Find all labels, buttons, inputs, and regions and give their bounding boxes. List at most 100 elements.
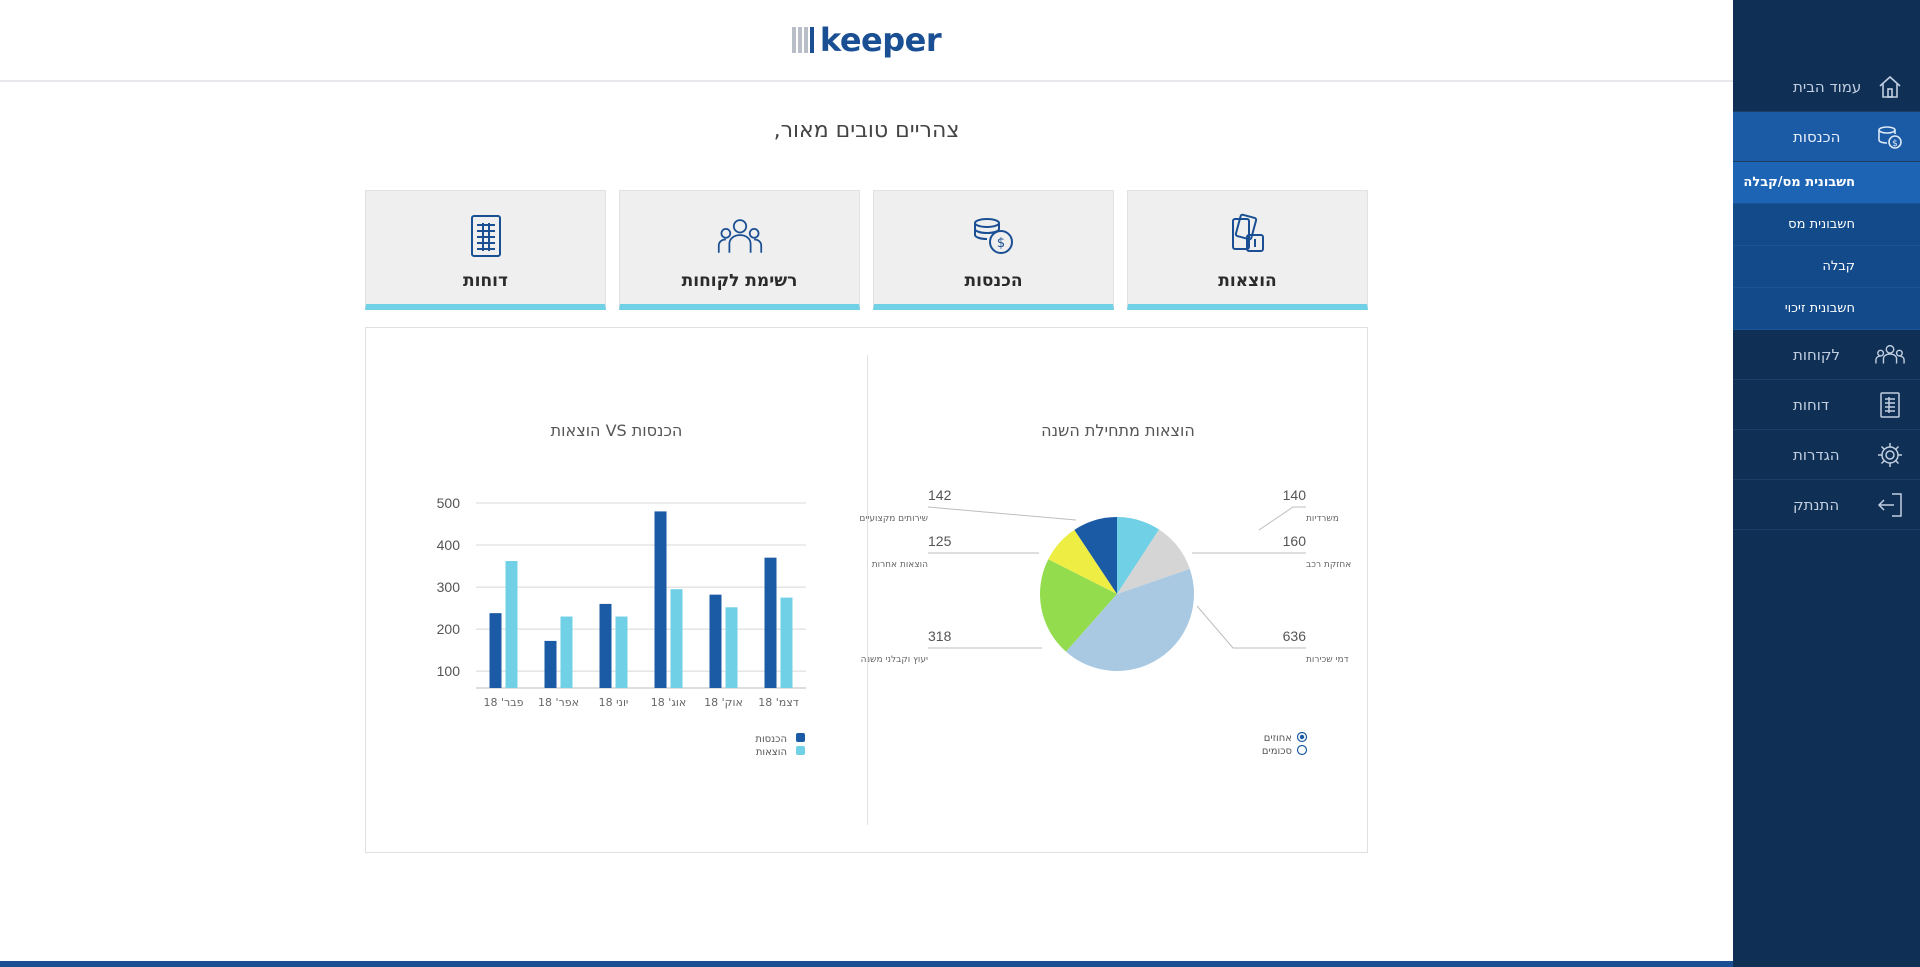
sidebar-item-home[interactable]: עמוד הבית <box>1733 62 1920 112</box>
bar-x-tick-label: דצמ' 18 <box>758 696 799 709</box>
bar-legend-swatch <box>796 733 805 742</box>
sidebar-item-label: דוחות <box>1793 395 1830 414</box>
sidebar-item-logout[interactable]: התנתק <box>1733 480 1920 530</box>
bar-x-tick-label: אוג' 18 <box>651 696 686 709</box>
sidebar-subitem-tax-invoice-receipt[interactable]: חשבונית מס/קבלה <box>1733 162 1920 204</box>
sidebar-item-settings[interactable]: הגדרות <box>1733 430 1920 480</box>
tile-label: הוצאות <box>1218 271 1277 291</box>
logo-text: keeper <box>819 21 942 59</box>
customers-group-icon <box>717 219 762 253</box>
sidebar-item-label: לקוחות <box>1793 345 1840 364</box>
bar-expense <box>505 561 518 688</box>
bar-legend-label: הכנסות <box>755 734 787 745</box>
tile-reports[interactable]: דוחות <box>365 190 606 310</box>
report-document-icon <box>470 215 501 257</box>
tile-label: הכנסות <box>964 271 1023 291</box>
svg-text:$: $ <box>1892 139 1898 149</box>
home-icon <box>1875 72 1905 102</box>
pie-value-label: 140 <box>1283 487 1307 503</box>
customers-icon <box>1875 340 1905 370</box>
pie-slice-label: יעוץ וקבלני משנה <box>861 655 928 665</box>
bar-y-tick-label: 300 <box>437 579 461 595</box>
bar-income <box>489 613 502 688</box>
tile-label: רשימת לקוחות <box>681 271 798 291</box>
bar-y-tick-label: 400 <box>437 537 461 553</box>
income-coins-icon: $ <box>973 218 1013 254</box>
tile-label: דוחות <box>463 271 508 291</box>
quick-tiles: הוצאות $ הכנסות רשימת לקוחות <box>365 190 1368 310</box>
top-header: keeper <box>0 0 1733 82</box>
pie-legend-label: אחוזים <box>1264 733 1292 744</box>
pie-slice-label: משרדיות <box>1306 514 1339 524</box>
bar-x-tick-label: אוק' 18 <box>704 696 743 709</box>
tile-customers[interactable]: רשימת לקוחות <box>619 190 860 310</box>
pie-leader-line <box>927 506 1077 521</box>
pie-value-label: 142 <box>928 487 952 503</box>
pie-value-label: 160 <box>1283 533 1307 549</box>
sidebar-item-income[interactable]: $ הכנסות <box>1733 112 1920 162</box>
pie-slice-label: הוצאות אחרות <box>872 560 928 570</box>
bar-income <box>654 511 667 688</box>
sidebar-subitem-credit-invoice[interactable]: חשבונית זיכוי <box>1733 288 1920 330</box>
bar-income <box>544 640 557 688</box>
pie-value-label: 318 <box>928 628 952 644</box>
greeting-text: צהריים טובים מאור, <box>773 118 960 143</box>
pie-legend-radio <box>1296 744 1308 756</box>
pie-slice <box>1065 568 1194 671</box>
pie-slice <box>1040 559 1117 652</box>
pie-slice <box>1074 517 1117 594</box>
bar-y-tick-label: 100 <box>437 663 461 679</box>
bar-expense <box>670 589 683 688</box>
pie-value-label: 125 <box>928 533 952 549</box>
bar-chart-title: הכנסות VS הוצאות <box>550 421 683 440</box>
pie-legend-label: סכומים <box>1262 746 1292 757</box>
tile-expenses[interactable]: הוצאות <box>1127 190 1368 310</box>
pie-slice-label: דמי שכירות <box>1306 655 1349 665</box>
bar-legend-label: הוצאות <box>756 747 787 758</box>
pie-leader-line <box>1196 605 1306 649</box>
sidebar-item-label: התנתק <box>1793 495 1840 514</box>
dashboard-charts: 100 200 300 400 500 פבר' 18 אפר' 18 יוני 18 אוג'… <box>437 487 1352 758</box>
sidebar-item-reports[interactable]: דוחות <box>1733 380 1920 430</box>
pie-slice <box>1048 529 1117 594</box>
logo-bars-icon <box>791 27 814 53</box>
keeper-logo[interactable]: keeper <box>791 21 942 59</box>
bar-income <box>709 594 722 688</box>
bar-expense <box>560 616 573 688</box>
bar-expense <box>780 597 793 688</box>
reports-icon <box>1875 390 1905 420</box>
settings-gear-icon <box>1875 440 1905 470</box>
panel-divider <box>867 355 868 825</box>
bottom-bar <box>0 961 1733 967</box>
bar-x-tick-label: פבר' 18 <box>484 696 524 709</box>
bar-income <box>764 557 777 688</box>
sidebar-item-customers[interactable]: לקוחות <box>1733 330 1920 380</box>
sidebar-item-label: הכנסות <box>1793 127 1841 146</box>
pie-chart-title: הוצאות מתחילת השנה <box>1041 421 1195 440</box>
income-icon: $ <box>1875 122 1905 152</box>
pie-slice-label: אחזקת רכב <box>1306 560 1351 570</box>
bar-legend-swatch <box>796 746 805 755</box>
bar-x-tick-label: אפר' 18 <box>538 696 579 709</box>
tile-income[interactable]: $ הכנסות <box>873 190 1114 310</box>
bar-x-tick-label: יוני 18 <box>599 696 629 709</box>
logout-icon <box>1875 490 1905 520</box>
bar-income <box>599 603 612 688</box>
sidebar-subitem-tax-invoice[interactable]: חשבונית מס <box>1733 204 1920 246</box>
dashboard-panel: 100 200 300 400 500 פבר' 18 אפר' 18 יוני 18 אוג'… <box>365 327 1368 853</box>
sidebar-item-label: הגדרות <box>1793 445 1840 464</box>
bar-expense <box>615 616 628 688</box>
bar-y-tick-label: 200 <box>437 621 461 637</box>
pie-slice-label: שירותים מקצועיים <box>859 514 928 524</box>
sidebar-subitem-receipt[interactable]: קבלה <box>1733 246 1920 288</box>
pie-legend-radio-dot <box>1299 734 1305 740</box>
bar-expense <box>725 607 738 688</box>
expenses-icon <box>1231 213 1264 252</box>
svg-text:$: $ <box>996 236 1004 251</box>
pie-slice <box>1117 529 1190 594</box>
pie-value-label: 636 <box>1283 628 1307 644</box>
pie-slice <box>1117 517 1160 594</box>
pie-legend-radio <box>1296 731 1308 743</box>
bar-y-tick-label: 500 <box>437 495 461 511</box>
pie-leader-line <box>1258 506 1306 531</box>
